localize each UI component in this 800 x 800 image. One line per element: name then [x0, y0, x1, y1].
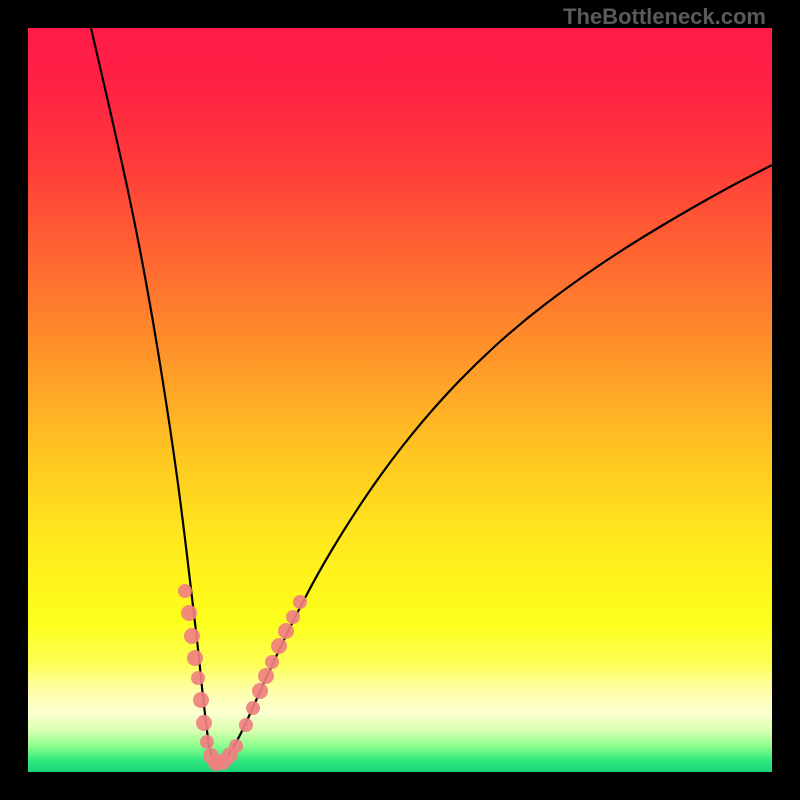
data-marker — [178, 584, 192, 598]
data-marker — [258, 668, 274, 684]
data-marker — [239, 718, 253, 732]
data-marker — [184, 628, 200, 644]
data-marker — [200, 735, 214, 749]
gradient-background — [28, 28, 772, 772]
data-marker — [181, 605, 197, 621]
chart-svg — [28, 28, 772, 772]
data-marker — [286, 610, 300, 624]
data-marker — [265, 655, 279, 669]
data-marker — [191, 671, 205, 685]
plot-area — [28, 28, 772, 772]
data-marker — [278, 623, 294, 639]
watermark-text: TheBottleneck.com — [563, 4, 766, 30]
data-marker — [252, 683, 268, 699]
data-marker — [193, 692, 209, 708]
data-marker — [293, 595, 307, 609]
data-marker — [246, 701, 260, 715]
data-marker — [229, 739, 243, 753]
data-marker — [196, 715, 212, 731]
data-marker — [271, 638, 287, 654]
data-marker — [187, 650, 203, 666]
